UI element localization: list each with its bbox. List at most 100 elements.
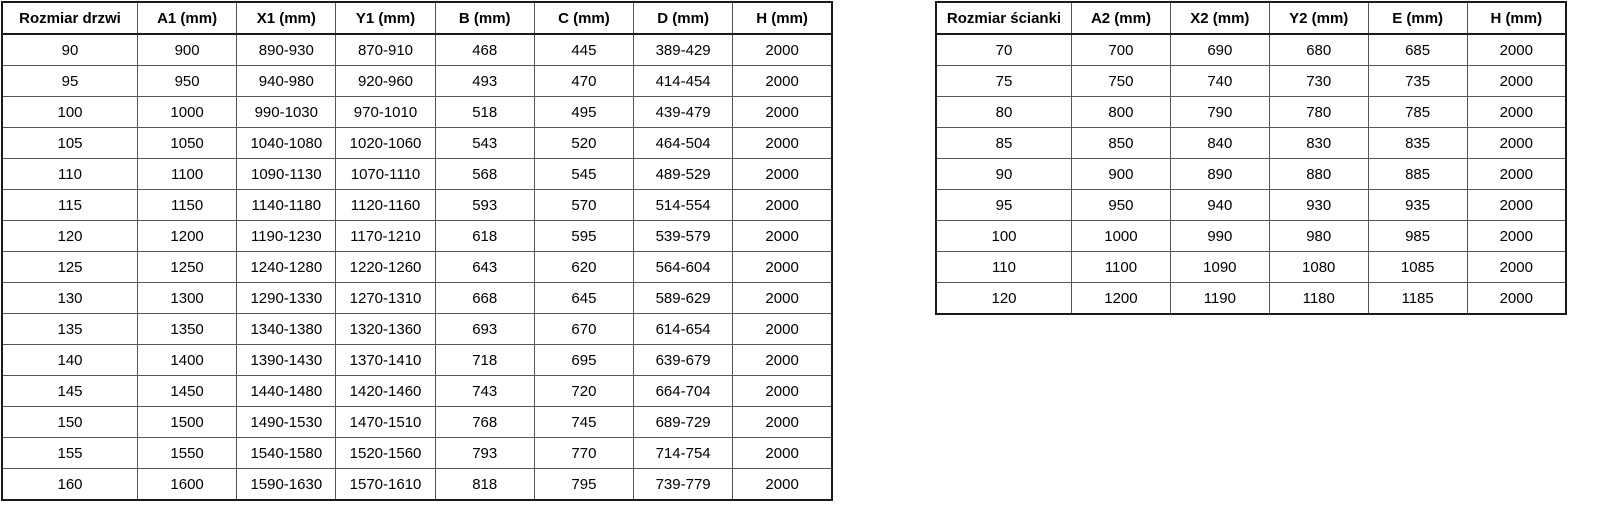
table-row: 90 900 890 880 885 2000 bbox=[935, 158, 1567, 190]
table-cell: 90 bbox=[935, 158, 1072, 190]
table-cell: 543 bbox=[434, 127, 535, 159]
column-header: X1 (mm) bbox=[236, 1, 337, 35]
table-cell: 900 bbox=[136, 33, 238, 66]
table-cell: 2000 bbox=[732, 282, 833, 314]
table-cell: 2000 bbox=[732, 65, 833, 97]
table-cell: 130 bbox=[1, 282, 138, 314]
table-cell: 2000 bbox=[732, 406, 833, 438]
table-cell: 1490-1530 bbox=[236, 406, 337, 438]
door-dimensions-table-body: 90 900 890-930 870-910 468 445 389-429 2000 95 95… bbox=[1, 33, 833, 501]
table-cell: 120 bbox=[1, 220, 138, 252]
table-cell: 160 bbox=[1, 468, 138, 501]
table-cell: 1000 bbox=[1071, 220, 1171, 252]
table-cell: 1390-1430 bbox=[236, 344, 337, 376]
table-cell: 840 bbox=[1169, 127, 1270, 159]
table-cell: 389-429 bbox=[633, 33, 734, 66]
table-cell: 985 bbox=[1367, 220, 1468, 252]
table-cell: 880 bbox=[1268, 158, 1369, 190]
table-cell: 125 bbox=[1, 251, 138, 283]
column-header: Rozmiar ścianki bbox=[935, 1, 1072, 35]
table-cell: 445 bbox=[533, 33, 635, 66]
table-cell: 1570-1610 bbox=[335, 468, 436, 501]
table-cell: 1070-1110 bbox=[335, 158, 436, 190]
table-cell: 520 bbox=[533, 127, 635, 159]
table-cell: 1540-1580 bbox=[236, 437, 337, 469]
table-cell: 795 bbox=[533, 468, 635, 501]
column-header: A2 (mm) bbox=[1071, 1, 1171, 35]
table-cell: 643 bbox=[434, 251, 535, 283]
table-cell: 685 bbox=[1367, 33, 1468, 66]
table-row: 110 1100 1090-1130 1070-1110 568 545 489-529 20… bbox=[1, 158, 833, 190]
table-cell: 589-629 bbox=[633, 282, 734, 314]
table-cell: 890 bbox=[1169, 158, 1270, 190]
table-cell: 110 bbox=[935, 251, 1072, 283]
table-cell: 1190-1230 bbox=[236, 220, 337, 252]
table-cell: 545 bbox=[533, 158, 635, 190]
table-cell: 439-479 bbox=[633, 96, 734, 128]
table-cell: 2000 bbox=[1466, 33, 1567, 66]
table-cell: 990-1030 bbox=[236, 96, 337, 128]
table-cell: 2000 bbox=[732, 158, 833, 190]
wall-dimensions-table: Rozmiar ścianki A2 (mm) X2 (mm) Y2 (mm) E (m… bbox=[935, 1, 1567, 315]
table-cell: 2000 bbox=[732, 127, 833, 159]
table-cell: 1200 bbox=[136, 220, 238, 252]
table-cell: 1020-1060 bbox=[335, 127, 436, 159]
table-cell: 414-454 bbox=[633, 65, 734, 97]
table-cell: 850 bbox=[1071, 127, 1171, 159]
table-row: 100 1000 990-1030 970-1010 518 495 439-479 2000 bbox=[1, 96, 833, 128]
table-cell: 495 bbox=[533, 96, 635, 128]
table-cell: 1220-1260 bbox=[335, 251, 436, 283]
table-cell: 2000 bbox=[732, 468, 833, 501]
table-cell: 1250 bbox=[136, 251, 238, 283]
table-cell: 990 bbox=[1169, 220, 1270, 252]
table-row: 140 1400 1390-1430 1370-1410 718 695 639-679 20… bbox=[1, 344, 833, 376]
table-cell: 1420-1460 bbox=[335, 375, 436, 407]
table-cell: 2000 bbox=[1466, 189, 1567, 221]
table-row: 85 850 840 830 835 2000 bbox=[935, 127, 1567, 159]
table-cell: 135 bbox=[1, 313, 138, 345]
table-cell: 85 bbox=[935, 127, 1072, 159]
table-row: 120 1200 1190 1180 1185 2000 bbox=[935, 282, 1567, 315]
table-cell: 1340-1380 bbox=[236, 313, 337, 345]
table-cell: 689-729 bbox=[633, 406, 734, 438]
table-cell: 1080 bbox=[1268, 251, 1369, 283]
table-cell: 514-554 bbox=[633, 189, 734, 221]
table-row: 100 1000 990 980 985 2000 bbox=[935, 220, 1567, 252]
table-cell: 1000 bbox=[136, 96, 238, 128]
table-cell: 818 bbox=[434, 468, 535, 501]
table-cell: 595 bbox=[533, 220, 635, 252]
table-cell: 1240-1280 bbox=[236, 251, 337, 283]
table-cell: 740 bbox=[1169, 65, 1270, 97]
table-cell: 785 bbox=[1367, 96, 1468, 128]
table-row: 105 1050 1040-1080 1020-1060 543 520 464-504 20… bbox=[1, 127, 833, 159]
wall-dimensions-table-body: 70 700 690 680 685 2000 75 750 740 730 735 2000 80 80… bbox=[935, 33, 1567, 315]
table-cell: 2000 bbox=[732, 313, 833, 345]
table-cell: 1150 bbox=[136, 189, 238, 221]
header-row: Rozmiar drzwi A1 (mm) X1 (mm) Y1 (mm) B (mm)… bbox=[1, 1, 833, 35]
table-cell: 570 bbox=[533, 189, 635, 221]
table-cell: 564-604 bbox=[633, 251, 734, 283]
table-cell: 730 bbox=[1268, 65, 1369, 97]
table-cell: 739-779 bbox=[633, 468, 734, 501]
table-row: 75 750 740 730 735 2000 bbox=[935, 65, 1567, 97]
table-cell: 115 bbox=[1, 189, 138, 221]
table-cell: 618 bbox=[434, 220, 535, 252]
table-cell: 100 bbox=[935, 220, 1072, 252]
table-cell: 1100 bbox=[136, 158, 238, 190]
table-cell: 768 bbox=[434, 406, 535, 438]
table-cell: 718 bbox=[434, 344, 535, 376]
table-cell: 1300 bbox=[136, 282, 238, 314]
column-header: E (mm) bbox=[1367, 1, 1468, 35]
table-cell: 468 bbox=[434, 33, 535, 66]
table-cell: 830 bbox=[1268, 127, 1369, 159]
column-header: A1 (mm) bbox=[136, 1, 238, 35]
table-cell: 464-504 bbox=[633, 127, 734, 159]
table-cell: 780 bbox=[1268, 96, 1369, 128]
table-cell: 1090-1130 bbox=[236, 158, 337, 190]
table-row: 150 1500 1490-1530 1470-1510 768 745 689-729 20… bbox=[1, 406, 833, 438]
table-cell: 664-704 bbox=[633, 375, 734, 407]
table-cell: 695 bbox=[533, 344, 635, 376]
column-header: D (mm) bbox=[633, 1, 734, 35]
table-cell: 2000 bbox=[732, 251, 833, 283]
table-cell: 668 bbox=[434, 282, 535, 314]
